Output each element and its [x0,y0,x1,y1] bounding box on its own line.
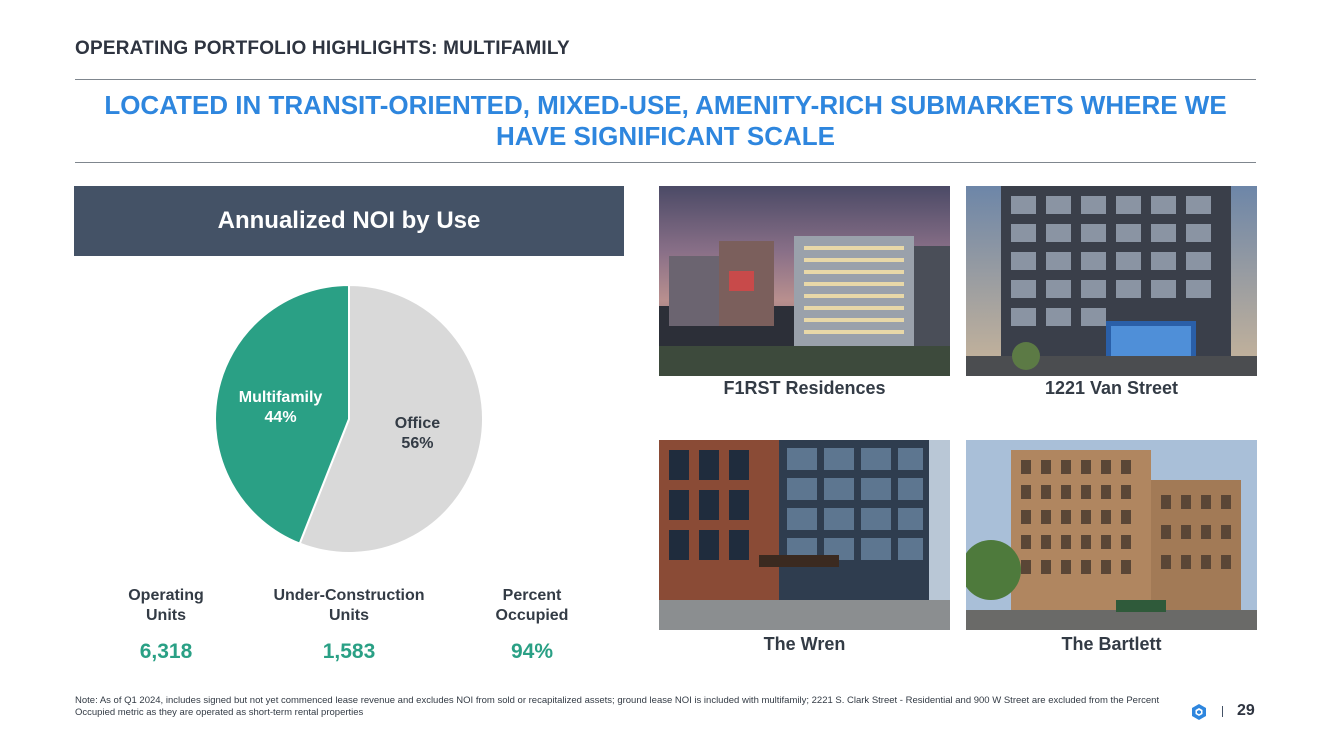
pie-svg: Office 56% Multifamily 44% [214,283,484,554]
stat-label: Under-Construction Units [273,587,425,624]
stat-value: 6,318 [139,640,193,663]
photo-f1rst-residences [659,186,950,376]
photo-1221-van-street [966,186,1257,376]
caption-the-bartlett: The Bartlett [1061,634,1162,654]
divider-top [75,79,1256,80]
noi-pie-chart: Office 56% Multifamily 44% [214,283,484,554]
stat-value: 1,583 [322,640,376,663]
caption-f1rst-residences: F1RST Residences [723,378,886,398]
stat-percent-occupied: Percent Occupied 94% [472,586,592,664]
pie-label-office-name: Office [395,415,440,432]
section-title: OPERATING PORTFOLIO HIGHLIGHTS: MULTIFAM… [75,38,570,59]
pie-label-office-pct: 56% [401,435,433,452]
stat-label: Operating Units [128,587,204,624]
noi-chart-banner: Annualized NOI by Use [74,186,624,256]
stat-label: Percent Occupied [495,587,569,624]
page-number: 29 [1237,702,1255,719]
stat-operating-units: Operating Units 6,318 [96,586,236,664]
photo-the-wren [659,440,950,630]
stat-under-construction-units: Under-Construction Units 1,583 [254,586,444,664]
page-headline: LOCATED IN TRANSIT-ORIENTED, MIXED-USE, … [104,90,1227,151]
footer-separator [1222,706,1223,717]
caption-the-wren: The Wren [763,634,846,654]
photo-the-bartlett [966,440,1257,630]
pie-label-multifamily-pct: 44% [265,409,297,426]
pie-slice-multifamily [214,283,350,545]
stat-value: 94% [510,640,554,663]
divider-bottom [75,162,1256,163]
pie-slice-office [298,283,484,554]
company-logo-icon [1192,704,1206,720]
pie-label-multifamily-name: Multifamily [239,389,323,406]
caption-1221-van-street: 1221 Van Street [1044,378,1179,398]
footnote: Note: As of Q1 2024, includes signed but… [75,695,1160,718]
noi-chart-title: Annualized NOI by Use [217,207,481,234]
